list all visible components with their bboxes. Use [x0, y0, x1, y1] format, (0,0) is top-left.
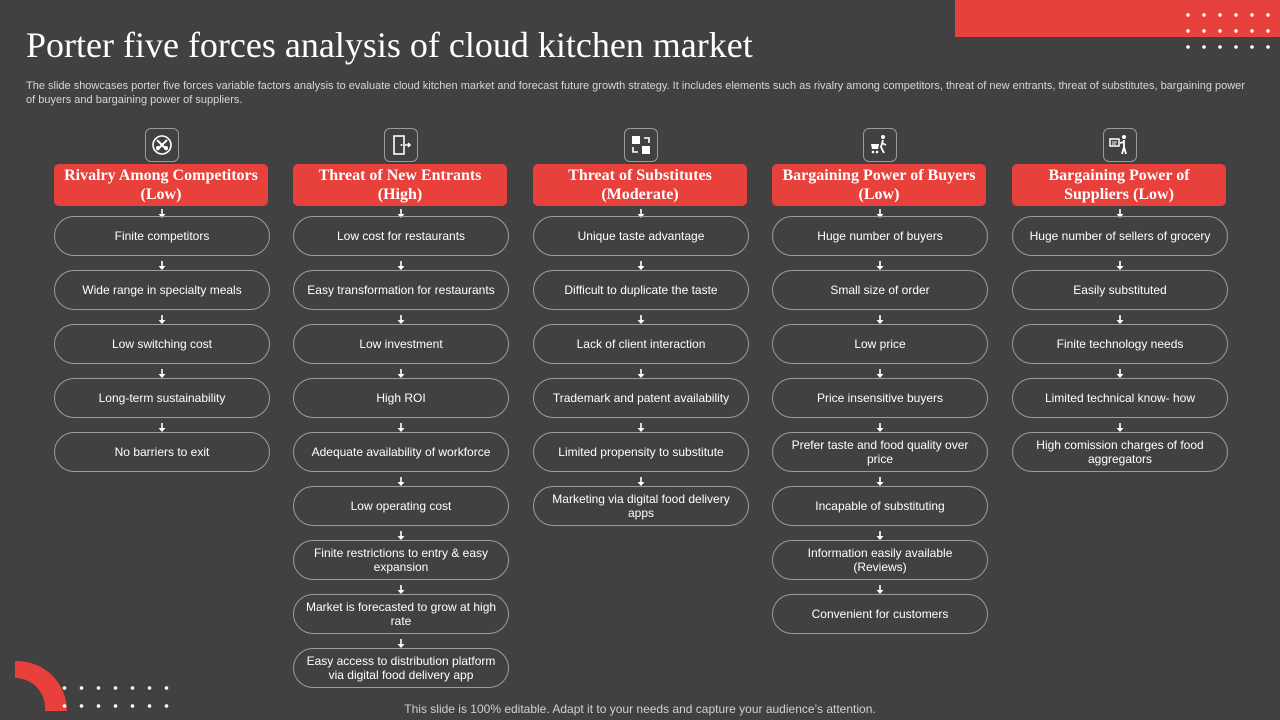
- down-arrow-icon: [636, 312, 646, 324]
- factor-item: Trademark and patent availability: [533, 378, 749, 418]
- page-title: Porter five forces analysis of cloud kit…: [26, 25, 753, 65]
- factor-item: Easily substituted: [1012, 270, 1228, 310]
- dot-pattern-bottom-left: [56, 679, 172, 711]
- down-arrow-icon: [396, 528, 406, 540]
- factor-item: High comission charges of food aggregato…: [1012, 432, 1228, 472]
- down-arrow-icon: [396, 258, 406, 270]
- down-arrow-icon: [157, 312, 167, 324]
- factor-item: No barriers to exit: [54, 432, 270, 472]
- down-arrow-icon: [396, 366, 406, 378]
- factor-item: Prefer taste and food quality over price: [772, 432, 988, 472]
- factor-item: Market is forecasted to grow at high rat…: [293, 594, 509, 634]
- factor-item: Finite competitors: [54, 216, 270, 256]
- factor-item: Unique taste advantage: [533, 216, 749, 256]
- factor-item: Information easily available (Reviews): [772, 540, 988, 580]
- factor-item: Huge number of sellers of grocery: [1012, 216, 1228, 256]
- factor-item: Small size of order: [772, 270, 988, 310]
- down-arrow-icon: [1115, 258, 1125, 270]
- factor-item: Finite restrictions to entry & easy expa…: [293, 540, 509, 580]
- down-arrow-icon: [636, 258, 646, 270]
- substitute-exchange-icon: [624, 128, 658, 162]
- down-arrow-icon: [875, 474, 885, 486]
- down-arrow-icon: [157, 206, 167, 218]
- competitors-icon: [145, 128, 179, 162]
- factor-item: Low price: [772, 324, 988, 364]
- down-arrow-icon: [636, 474, 646, 486]
- dot-pattern-top-right: [1180, 7, 1280, 61]
- factor-item: Limited technical know- how: [1012, 378, 1228, 418]
- down-arrow-icon: [1115, 366, 1125, 378]
- factor-item: Incapable of substituting: [772, 486, 988, 526]
- down-arrow-icon: [396, 312, 406, 324]
- down-arrow-icon: [875, 582, 885, 594]
- down-arrow-icon: [157, 420, 167, 432]
- factor-item: Huge number of buyers: [772, 216, 988, 256]
- factor-item: High ROI: [293, 378, 509, 418]
- force-header: Threat of Substitutes (Moderate): [533, 164, 747, 206]
- factor-item: Low operating cost: [293, 486, 509, 526]
- down-arrow-icon: [636, 366, 646, 378]
- down-arrow-icon: [875, 206, 885, 218]
- down-arrow-icon: [396, 474, 406, 486]
- down-arrow-icon: [636, 420, 646, 432]
- down-arrow-icon: [636, 206, 646, 218]
- shopping-cart-person-icon: [863, 128, 897, 162]
- factor-item: Easy transformation for restaurants: [293, 270, 509, 310]
- force-header: Rivalry Among Competitors (Low): [54, 164, 268, 206]
- factor-item: Price insensitive buyers: [772, 378, 988, 418]
- down-arrow-icon: [875, 258, 885, 270]
- down-arrow-icon: [157, 366, 167, 378]
- slide-description: The slide showcases porter five forces v…: [26, 80, 1245, 106]
- down-arrow-icon: [1115, 206, 1125, 218]
- force-header: Threat of New Entrants (High): [293, 164, 507, 206]
- door-exit-icon: [384, 128, 418, 162]
- footer-note: This slide is 100% editable. Adapt it to…: [404, 702, 876, 716]
- factor-item: Difficult to duplicate the taste: [533, 270, 749, 310]
- factor-item: Low switching cost: [54, 324, 270, 364]
- down-arrow-icon: [875, 366, 885, 378]
- factor-item: Limited propensity to substitute: [533, 432, 749, 472]
- factor-item: Convenient for customers: [772, 594, 988, 634]
- factor-item: Marketing via digital food delivery apps: [533, 486, 749, 526]
- factor-item: Lack of client interaction: [533, 324, 749, 364]
- supplier-board-icon: [1103, 128, 1137, 162]
- factor-item: Easy access to distribution platform via…: [293, 648, 509, 688]
- force-header: Bargaining Power of Buyers (Low): [772, 164, 986, 206]
- force-header: Bargaining Power of Suppliers (Low): [1012, 164, 1226, 206]
- factor-item: Adequate availability of workforce: [293, 432, 509, 472]
- down-arrow-icon: [1115, 312, 1125, 324]
- factor-item: Finite technology needs: [1012, 324, 1228, 364]
- down-arrow-icon: [1115, 420, 1125, 432]
- down-arrow-icon: [875, 528, 885, 540]
- factor-item: Low investment: [293, 324, 509, 364]
- factor-item: Low cost for restaurants: [293, 216, 509, 256]
- factor-item: Wide range in specialty meals: [54, 270, 270, 310]
- down-arrow-icon: [875, 312, 885, 324]
- down-arrow-icon: [396, 420, 406, 432]
- down-arrow-icon: [157, 258, 167, 270]
- factor-item: Long-term sustainability: [54, 378, 270, 418]
- down-arrow-icon: [396, 636, 406, 648]
- down-arrow-icon: [875, 420, 885, 432]
- down-arrow-icon: [396, 582, 406, 594]
- down-arrow-icon: [396, 206, 406, 218]
